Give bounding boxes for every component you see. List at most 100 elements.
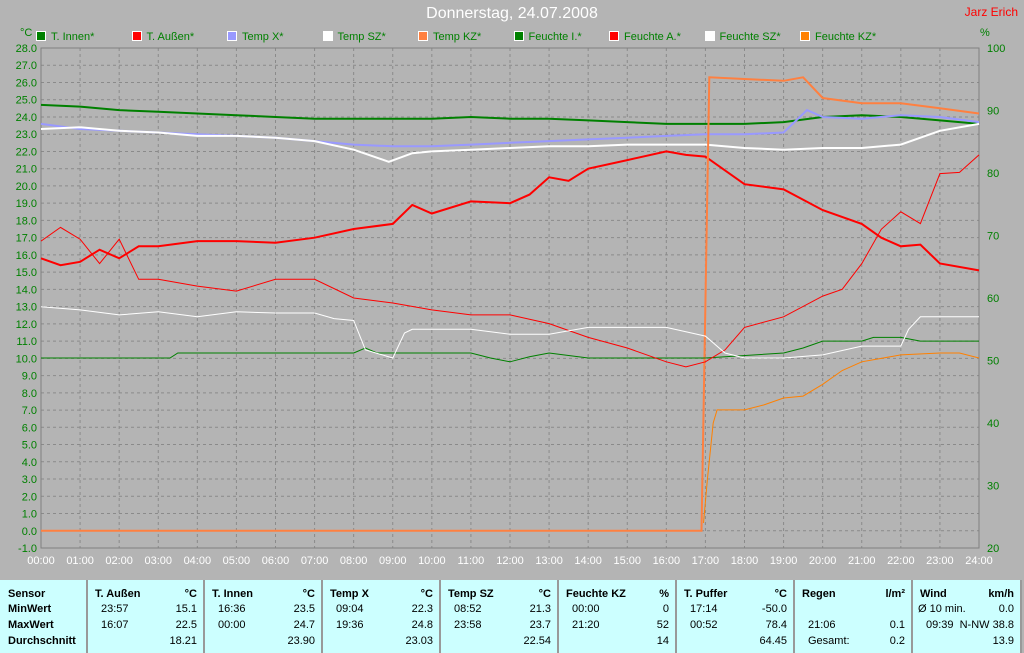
stat-value: 52 xyxy=(656,619,669,631)
legend-swatch xyxy=(36,31,46,41)
y-left-tick-label: 17.0 xyxy=(16,233,37,245)
statistics-table: Sensor MinWert MaxWert Durchschnitt T. Außen… xyxy=(0,580,1022,653)
stat-time: 23:57 xyxy=(101,603,129,615)
stat-value: 23.5 xyxy=(293,603,315,615)
stat-value: 0.1 xyxy=(889,619,905,631)
legend-label: T. Innen* xyxy=(51,31,95,43)
column-header: T. Puffer xyxy=(684,588,728,600)
stat-value: 78.4 xyxy=(765,619,787,631)
y-left-tick-label: 15.0 xyxy=(16,267,37,279)
legend-item: T. Innen* xyxy=(36,31,94,43)
author-label: Jarz Erich xyxy=(964,5,1018,19)
stat-time: 08:52 xyxy=(454,603,482,615)
x-tick-label: 21:00 xyxy=(848,555,876,567)
x-tick-label: 07:00 xyxy=(301,555,329,567)
column-unit: % xyxy=(659,588,669,600)
x-tick-label: 01:00 xyxy=(66,555,94,567)
stats-column: Regen l/m² 21:06 0.1 Gesamt: 0.2 xyxy=(795,580,913,653)
x-tick-label: 14:00 xyxy=(574,555,602,567)
x-tick-label: 05:00 xyxy=(223,555,251,567)
stats-column: Temp SZ °C 08:52 21.3 23:58 23.7 22.54 xyxy=(441,580,559,653)
stat-time: 23:58 xyxy=(454,619,482,631)
column-header: Feuchte KZ xyxy=(566,588,626,600)
y-left-tick-label: 7.0 xyxy=(22,405,37,417)
row-label: MinWert xyxy=(8,603,52,615)
stat-time: Gesamt: xyxy=(808,635,850,647)
y-left-tick-label: 12.0 xyxy=(16,319,37,331)
series-line-4 xyxy=(41,76,980,532)
legend-swatch xyxy=(800,31,810,41)
column-header: Temp SZ xyxy=(448,588,494,600)
x-tick-label: 19:00 xyxy=(770,555,798,567)
x-tick-label: 03:00 xyxy=(144,555,172,567)
legend-item: Temp SZ* xyxy=(322,31,386,43)
y-left-tick-label: 16.0 xyxy=(16,250,37,262)
y-left-tick-label: 9.0 xyxy=(22,371,37,383)
legend-label: Feuchte KZ* xyxy=(815,31,877,43)
y-right-tick-label: 90 xyxy=(987,106,999,118)
column-unit: °C xyxy=(302,588,315,600)
y-left-tick-label: 28.0 xyxy=(16,43,37,55)
column-unit: km/h xyxy=(988,588,1014,600)
y-left-tick-label: 22.0 xyxy=(16,146,37,158)
stat-time: Ø 10 min. xyxy=(918,603,966,615)
x-tick-label: 18:00 xyxy=(731,555,759,567)
column-header: T. Außen xyxy=(95,588,141,600)
y-left-tick-label: 24.0 xyxy=(16,112,37,124)
y-left-tick-label: 4.0 xyxy=(22,457,37,469)
legend-swatch xyxy=(418,31,428,41)
y-left-tick-label: 0.0 xyxy=(22,526,37,538)
y-left-tick-label: 3.0 xyxy=(22,474,37,486)
y-left-tick-label: 14.0 xyxy=(16,284,37,296)
legend-swatch xyxy=(704,31,715,41)
column-header: T. Innen xyxy=(212,588,253,600)
x-tick-label: 12:00 xyxy=(496,555,524,567)
legend-label: Feuchte I.* xyxy=(528,31,582,43)
stat-value: 13.9 xyxy=(992,635,1014,647)
chart-title: Donnerstag, 24.07.2008 xyxy=(426,5,598,22)
column-header: Temp X xyxy=(330,588,369,600)
y-left-tick-label: 26.0 xyxy=(16,77,37,89)
y-left-tick-label: 8.0 xyxy=(22,388,37,400)
stats-column: Temp X °C 09:04 22.3 19:36 24.8 23.03 xyxy=(323,580,441,653)
stat-value: 22.3 xyxy=(411,603,433,615)
stats-column: T. Puffer °C 17:14 -50.0 00:52 78.4 64.45 xyxy=(677,580,795,653)
legend-item: Feuchte SZ* xyxy=(704,31,781,43)
y-left-tick-label: 18.0 xyxy=(16,215,37,227)
series-line-1 xyxy=(40,150,980,272)
column-unit: °C xyxy=(774,588,787,600)
y-right-tick-label: 40 xyxy=(987,418,999,430)
x-tick-label: 15:00 xyxy=(613,555,641,567)
column-header: Wind xyxy=(920,588,947,600)
legend-label: Feuchte A.* xyxy=(624,31,681,43)
legend-label: T. Außen* xyxy=(146,31,195,43)
series-line-7 xyxy=(40,306,979,359)
y-left-tick-label: 23.0 xyxy=(16,129,37,141)
y-right-tick-label: 20 xyxy=(987,543,999,555)
y-right-tick-label: 80 xyxy=(987,168,999,180)
row-label: Durchschnitt xyxy=(8,635,76,647)
stat-value: -50.0 xyxy=(761,603,787,615)
y-right-tick-label: 50 xyxy=(987,356,999,368)
series-line-5 xyxy=(41,336,979,363)
y-left-tick-label: 6.0 xyxy=(22,422,37,434)
legend-label: Temp KZ* xyxy=(433,31,482,43)
legend-item: Feuchte A.* xyxy=(609,31,681,43)
stat-value: 21.3 xyxy=(529,603,551,615)
stats-column: T. Außen °C 23:57 15.1 16:07 22.5 18.21 xyxy=(88,580,205,653)
stat-value: 22.54 xyxy=(523,635,551,647)
stat-value: 23.7 xyxy=(529,619,551,631)
stat-value: 64.45 xyxy=(759,635,787,647)
y-right-tick-label: 30 xyxy=(987,481,999,493)
stat-value: 23.03 xyxy=(405,635,433,647)
y-left-tick-label: 25.0 xyxy=(16,95,37,107)
plot-frame xyxy=(40,47,980,549)
legend-label: Temp SZ* xyxy=(337,31,386,43)
column-unit: l/m² xyxy=(885,588,905,600)
stats-column: Feuchte KZ% 00:00 0 21:20 52 14 xyxy=(559,580,677,653)
y-left-tick-label: 19.0 xyxy=(16,198,37,210)
stat-time: 09:39 xyxy=(926,619,954,631)
stat-value: 24.8 xyxy=(411,619,433,631)
x-tick-label: 02:00 xyxy=(105,555,133,567)
stat-value: 23.90 xyxy=(287,635,315,647)
